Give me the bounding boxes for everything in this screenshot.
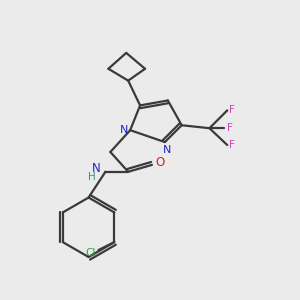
Text: F: F [229,140,235,150]
Text: Cl: Cl [85,248,96,258]
Text: F: F [227,123,233,133]
Text: N: N [120,125,128,135]
Text: N: N [163,145,171,155]
Text: H: H [88,172,95,182]
Text: F: F [229,105,235,116]
Text: N: N [92,162,101,175]
Text: O: O [155,156,164,170]
